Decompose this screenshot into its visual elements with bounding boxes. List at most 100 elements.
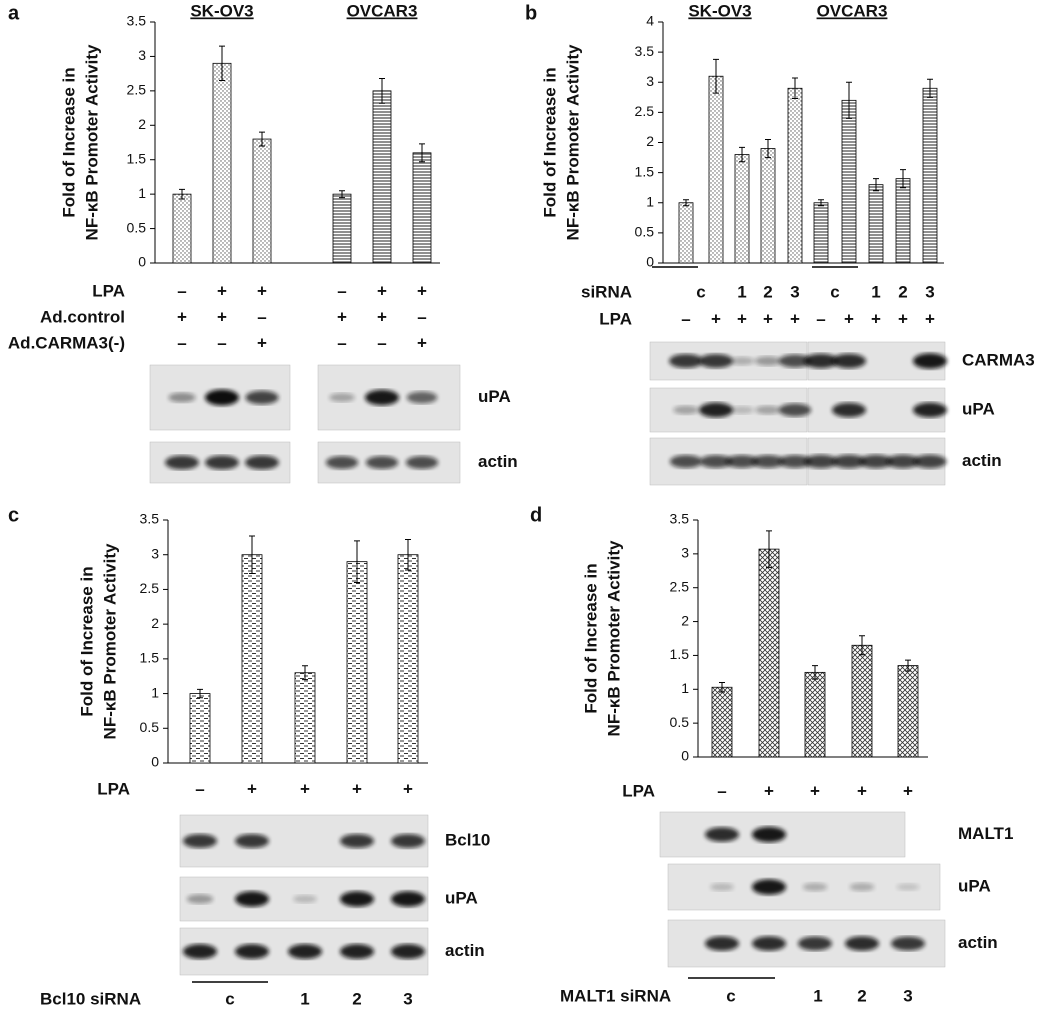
- bar: [711, 686, 733, 758]
- row-mark: –: [177, 281, 186, 300]
- blot-band: [293, 895, 317, 903]
- y-axis-label: NF-κB Promoter Activity: [82, 44, 101, 240]
- blot-label: actin: [958, 933, 998, 952]
- row-mark: –: [681, 309, 690, 328]
- blot-band: [752, 826, 786, 843]
- blot-label: uPA: [962, 399, 995, 418]
- error-bar: [900, 169, 906, 189]
- y-tick-label: 1.5: [670, 646, 690, 662]
- row-mark: +: [711, 309, 721, 328]
- y-tick-label: 3.5: [140, 511, 160, 527]
- y-tick-label: 3: [681, 545, 689, 561]
- blot-band: [859, 454, 893, 469]
- error-bar: [719, 682, 725, 693]
- blot-band: [165, 455, 199, 470]
- bar: [372, 90, 392, 264]
- blot-band: [886, 454, 920, 469]
- bar: [734, 154, 750, 264]
- y-tick-label: 2.5: [127, 82, 147, 98]
- blot-band: [778, 403, 812, 417]
- bar: [758, 548, 780, 758]
- blot-band: [891, 936, 925, 951]
- blot-band: [340, 944, 374, 959]
- row-mark: –: [377, 333, 386, 352]
- bar: [787, 87, 803, 264]
- blot-background: [179, 814, 429, 868]
- error-bar: [766, 530, 772, 568]
- blot-band: [832, 353, 866, 369]
- y-tick-label: 3.5: [127, 13, 147, 29]
- blot-band: [391, 834, 425, 848]
- panel: b Fold of Increase in NF-κB Promoter Activ…: [525, 1, 1035, 486]
- blot-band: [752, 936, 786, 951]
- row-mark: –: [217, 333, 226, 352]
- blot-band: [183, 834, 217, 848]
- panel: c Fold of Increase in NF-κB Promoter Activ…: [8, 504, 490, 1008]
- y-tick-label: 1: [138, 185, 146, 201]
- blot-band: [849, 882, 875, 892]
- row-mark: c: [726, 986, 735, 1005]
- error-bar: [765, 138, 771, 159]
- panel-letter: b: [525, 2, 537, 24]
- row-mark: +: [177, 307, 187, 326]
- row-label: Bcl10 siRNA: [40, 989, 141, 1008]
- row-mark: +: [417, 333, 427, 352]
- blot-band: [329, 393, 355, 402]
- error-bar: [259, 131, 265, 147]
- row-mark: +: [337, 307, 347, 326]
- row-mark: –: [816, 309, 825, 328]
- row-mark: +: [898, 309, 908, 328]
- row-mark: 2: [898, 282, 907, 301]
- blot-band: [235, 944, 269, 959]
- bar: [813, 202, 829, 264]
- bar: [895, 178, 911, 264]
- y-tick-label: 1.5: [635, 163, 655, 179]
- row-mark: +: [417, 281, 427, 300]
- blot-band: [705, 827, 739, 842]
- y-tick-label: 2: [681, 612, 689, 628]
- y-tick-label: 3: [151, 545, 159, 561]
- row-mark: +: [790, 309, 800, 328]
- blot-band: [725, 455, 759, 468]
- error-bar: [739, 146, 745, 163]
- blot-band: [245, 455, 279, 470]
- blot-band: [845, 936, 879, 951]
- y-tick-label: 1.5: [140, 650, 160, 666]
- y-tick-label: 0: [681, 748, 689, 764]
- y-axis-label: Fold of Increase in: [540, 67, 559, 217]
- blot-band: [754, 356, 782, 366]
- row-mark: +: [217, 281, 227, 300]
- error-bar: [339, 190, 345, 199]
- y-tick-label: 3.5: [635, 43, 655, 59]
- blot-label: CARMA3: [962, 350, 1035, 369]
- y-tick-label: 0: [138, 254, 146, 270]
- row-mark: –: [257, 307, 266, 326]
- row-label: LPA: [92, 281, 125, 300]
- blot-band: [406, 391, 438, 404]
- panel: d Fold of Increase in NF-κB Promoter Activ…: [530, 504, 1013, 1005]
- bar: [241, 554, 263, 764]
- blot-label: actin: [478, 452, 518, 471]
- row-mark: +: [257, 281, 267, 300]
- bar: [332, 193, 352, 264]
- y-tick-label: 2: [646, 133, 654, 149]
- error-bar: [197, 688, 203, 699]
- blot-band: [669, 354, 703, 368]
- blot-band: [832, 454, 866, 469]
- blot-band: [751, 455, 785, 468]
- blot-band: [365, 456, 399, 469]
- y-tick-label: 0: [646, 254, 654, 270]
- bar: [708, 75, 724, 264]
- blot-band: [391, 944, 425, 959]
- row-mark: –: [177, 333, 186, 352]
- blot-band: [168, 392, 196, 403]
- blot-band: [365, 389, 399, 406]
- row-mark: 1: [300, 989, 309, 1008]
- row-mark: +: [217, 307, 227, 326]
- error-bar: [249, 535, 255, 574]
- row-mark: +: [300, 779, 310, 798]
- bar: [851, 644, 873, 758]
- y-tick-label: 3.5: [670, 511, 690, 527]
- row-mark: 3: [925, 282, 934, 301]
- blot-band: [673, 405, 699, 415]
